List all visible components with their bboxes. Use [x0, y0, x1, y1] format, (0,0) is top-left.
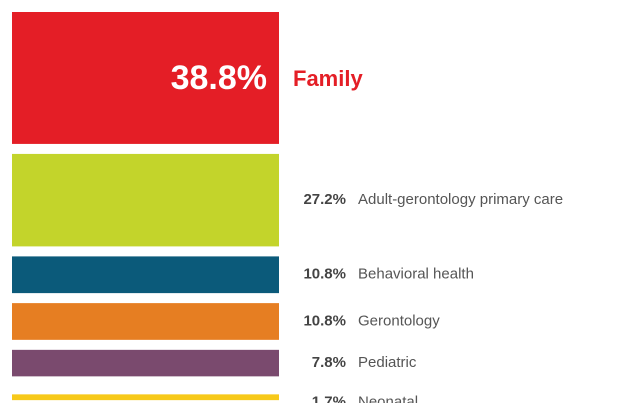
value-label: 1.7%: [312, 393, 346, 403]
value-label: 7.8%: [312, 354, 346, 371]
value-label: 38.8%: [171, 59, 267, 97]
bar: [12, 303, 279, 340]
value-label: 10.8%: [303, 312, 346, 329]
category-label: Family: [293, 66, 363, 91]
category-label: Neonatal: [358, 393, 418, 403]
bar: [12, 153, 279, 247]
category-label: Adult-gerontology primary care: [358, 191, 563, 208]
bar: [12, 12, 279, 144]
bar: [12, 256, 279, 294]
bar: [12, 394, 279, 401]
value-label: 10.8%: [303, 266, 346, 283]
bar: [12, 349, 279, 377]
category-label: Gerontology: [358, 312, 440, 329]
value-label: 27.2%: [303, 191, 346, 208]
category-label: Behavioral health: [358, 266, 474, 283]
category-label: Pediatric: [358, 354, 417, 371]
